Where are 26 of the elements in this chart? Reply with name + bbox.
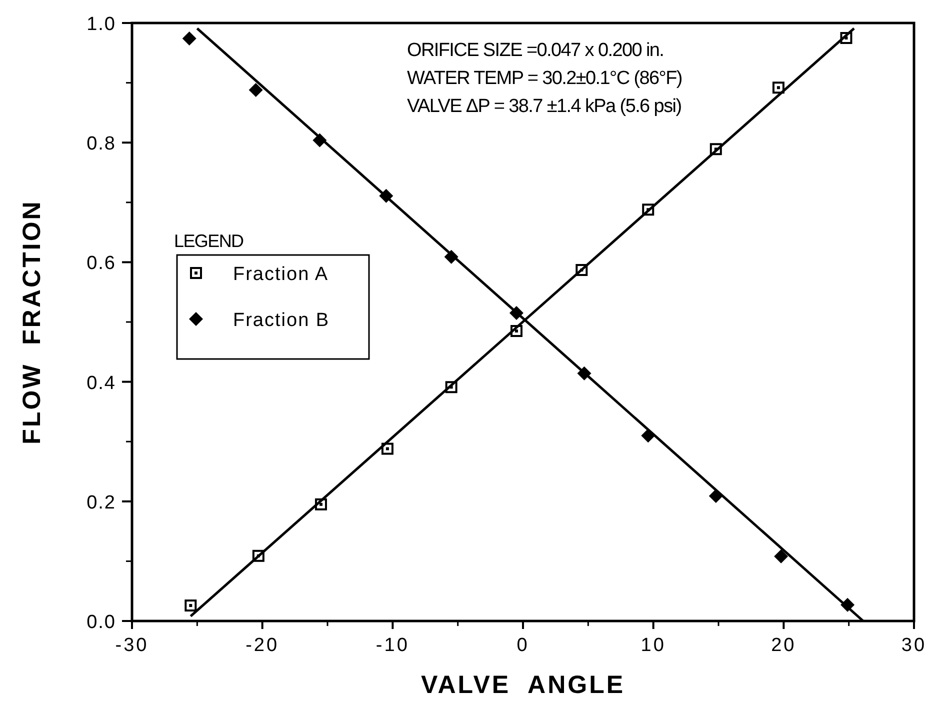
point	[774, 549, 788, 564]
y-axis-title: FLOW FRACTION	[18, 200, 46, 444]
x-axis-title: VALVE ANGLE	[420, 671, 626, 699]
y-tick-label: 0.2	[86, 492, 116, 514]
point	[184, 599, 197, 612]
y-tick-label: 0.4	[86, 372, 116, 394]
point	[248, 82, 263, 97]
x-tick-label: -30	[115, 635, 149, 656]
legend-label: Fraction A	[233, 264, 329, 285]
point	[182, 32, 196, 46]
annotation: VALVE ΔP = 38.7 ±1.4 kPa (5.6 psi)	[407, 96, 682, 117]
legend-label: Fraction B	[233, 310, 330, 331]
point	[772, 82, 784, 94]
y-tick-label: 0.6	[86, 253, 116, 274]
y-tick-label: 0.0	[86, 612, 116, 633]
y-tick-label: 0.8	[86, 134, 116, 155]
x-tick-label: 30	[901, 635, 927, 656]
x-tick-label: -10	[376, 635, 410, 656]
annotation: WATER TEMP = 30.2±0.1°C (86°F)	[407, 68, 682, 89]
x-tick-label: 20	[771, 635, 796, 656]
x-tick-label: 0	[516, 635, 530, 656]
y-tick-label: 1.0	[86, 14, 116, 35]
x-tick-label: -20	[246, 635, 280, 656]
legend-title: LEGEND	[174, 231, 244, 251]
annotation: ORIFICE SIZE =0.047 x 0.200 in.	[407, 40, 664, 61]
x-tick-label: 10	[640, 635, 666, 656]
